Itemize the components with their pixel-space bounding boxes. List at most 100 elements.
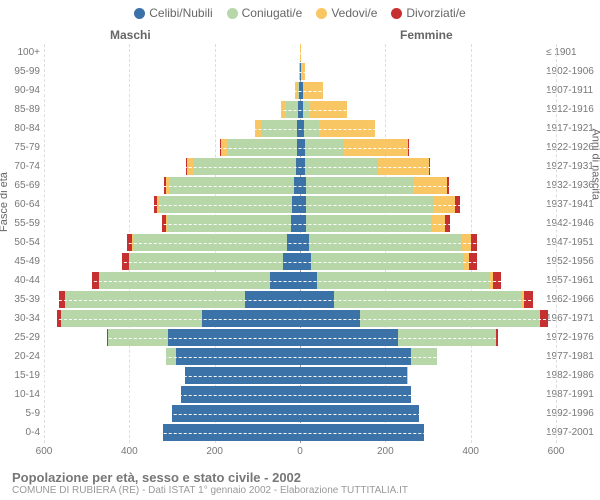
male-bar [185,367,300,384]
age-tick: 65-69 [0,181,40,191]
age-axis: 100+95-9990-9485-8980-8475-7970-7465-696… [0,44,42,443]
chart-subtitle: COMUNE DI RUBIERA (RE) - Dati ISTAT 1° g… [12,485,588,496]
age-row [44,272,556,289]
male-bar [154,196,300,213]
segment-vedovi [413,177,447,194]
age-row [44,424,556,441]
plot-area [44,44,556,443]
male-bar [122,253,300,270]
segment-vedovi [434,196,455,213]
segment-coniugati [166,348,177,365]
segment-coniugati [193,158,295,175]
segment-divorziati [471,234,477,251]
age-tick: 100+ [0,48,40,58]
age-row [44,158,556,175]
male-bar [163,424,300,441]
female-bar [300,177,449,194]
age-row [44,310,556,327]
segment-coniugati [286,101,299,118]
male-bar [166,348,300,365]
age-tick: 10-14 [0,390,40,400]
female-bar [300,272,501,289]
segment-vedovi [303,82,322,99]
coniugati-swatch [227,8,238,19]
legend-label: Divorziati/e [406,6,465,20]
segment-vedovi [344,139,408,156]
segment-coniugati [170,177,294,194]
segment-coniugati [134,234,288,251]
segment-divorziati [540,310,548,327]
segment-coniugati [360,310,539,327]
age-tick: 5-9 [0,409,40,419]
segment-divorziati [445,215,450,232]
male-bar [281,101,300,118]
segment-celibi [300,291,334,308]
celibi-swatch [134,8,145,19]
gridline [556,44,557,443]
age-tick: 25-29 [0,333,40,343]
segment-coniugati [306,177,413,194]
segment-coniugati [99,272,270,289]
legend-item-divorziati: Divorziati/e [391,6,465,20]
legend-label: Vedovi/e [331,6,377,20]
segment-coniugati [61,310,202,327]
segment-divorziati [493,272,501,289]
x-tick: 400 [462,446,479,457]
segment-celibi [163,424,300,441]
x-tick: 200 [377,446,394,457]
age-tick: 30-34 [0,314,40,324]
male-bar [59,291,300,308]
age-row [44,234,556,251]
segment-coniugati [411,348,437,365]
segment-coniugati [108,329,168,346]
female-bar [300,215,450,232]
segment-divorziati [469,253,477,270]
age-tick: 35-39 [0,295,40,305]
age-row [44,44,556,61]
age-tick: 70-74 [0,162,40,172]
segment-coniugati [306,215,432,232]
chart-title: Popolazione per età, sesso e stato civil… [12,470,588,485]
segment-coniugati [398,329,496,346]
segment-divorziati [447,177,450,194]
female-bar [300,44,301,61]
segment-coniugati [407,367,408,384]
segment-coniugati [304,120,319,137]
age-tick: 75-79 [0,143,40,153]
segment-celibi [300,253,311,270]
x-axis: 6004002000200400600 [44,446,556,460]
segment-celibi [176,348,300,365]
segment-vedovi [378,158,429,175]
male-bar [127,234,300,251]
segment-coniugati [334,291,522,308]
age-row [44,329,556,346]
female-bar [300,291,533,308]
segment-celibi [270,272,300,289]
segment-coniugati [65,291,244,308]
segment-vedovi [300,44,301,61]
segment-celibi [300,367,407,384]
age-tick: 20-24 [0,352,40,362]
x-tick: 600 [36,446,53,457]
legend-item-vedovi: Vedovi/e [316,6,377,20]
male-bar [181,386,300,403]
segment-divorziati [429,158,430,175]
male-bar [107,329,300,346]
segment-celibi [287,234,300,251]
male-bar [92,272,300,289]
legend-item-coniugati: Coniugati/e [227,6,303,20]
legend-label: Coniugati/e [242,6,303,20]
segment-vedovi [319,120,374,137]
legend-item-celibi: Celibi/Nubili [134,6,212,20]
age-tick: 60-64 [0,200,40,210]
segment-celibi [291,215,300,232]
age-row [44,386,556,403]
x-tick: 0 [297,446,303,457]
segment-celibi [300,329,398,346]
female-bar [300,82,323,99]
female-bar [300,158,430,175]
x-tick: 200 [206,446,223,457]
age-row [44,177,556,194]
age-tick: 80-84 [0,124,40,134]
male-bar [162,215,300,232]
